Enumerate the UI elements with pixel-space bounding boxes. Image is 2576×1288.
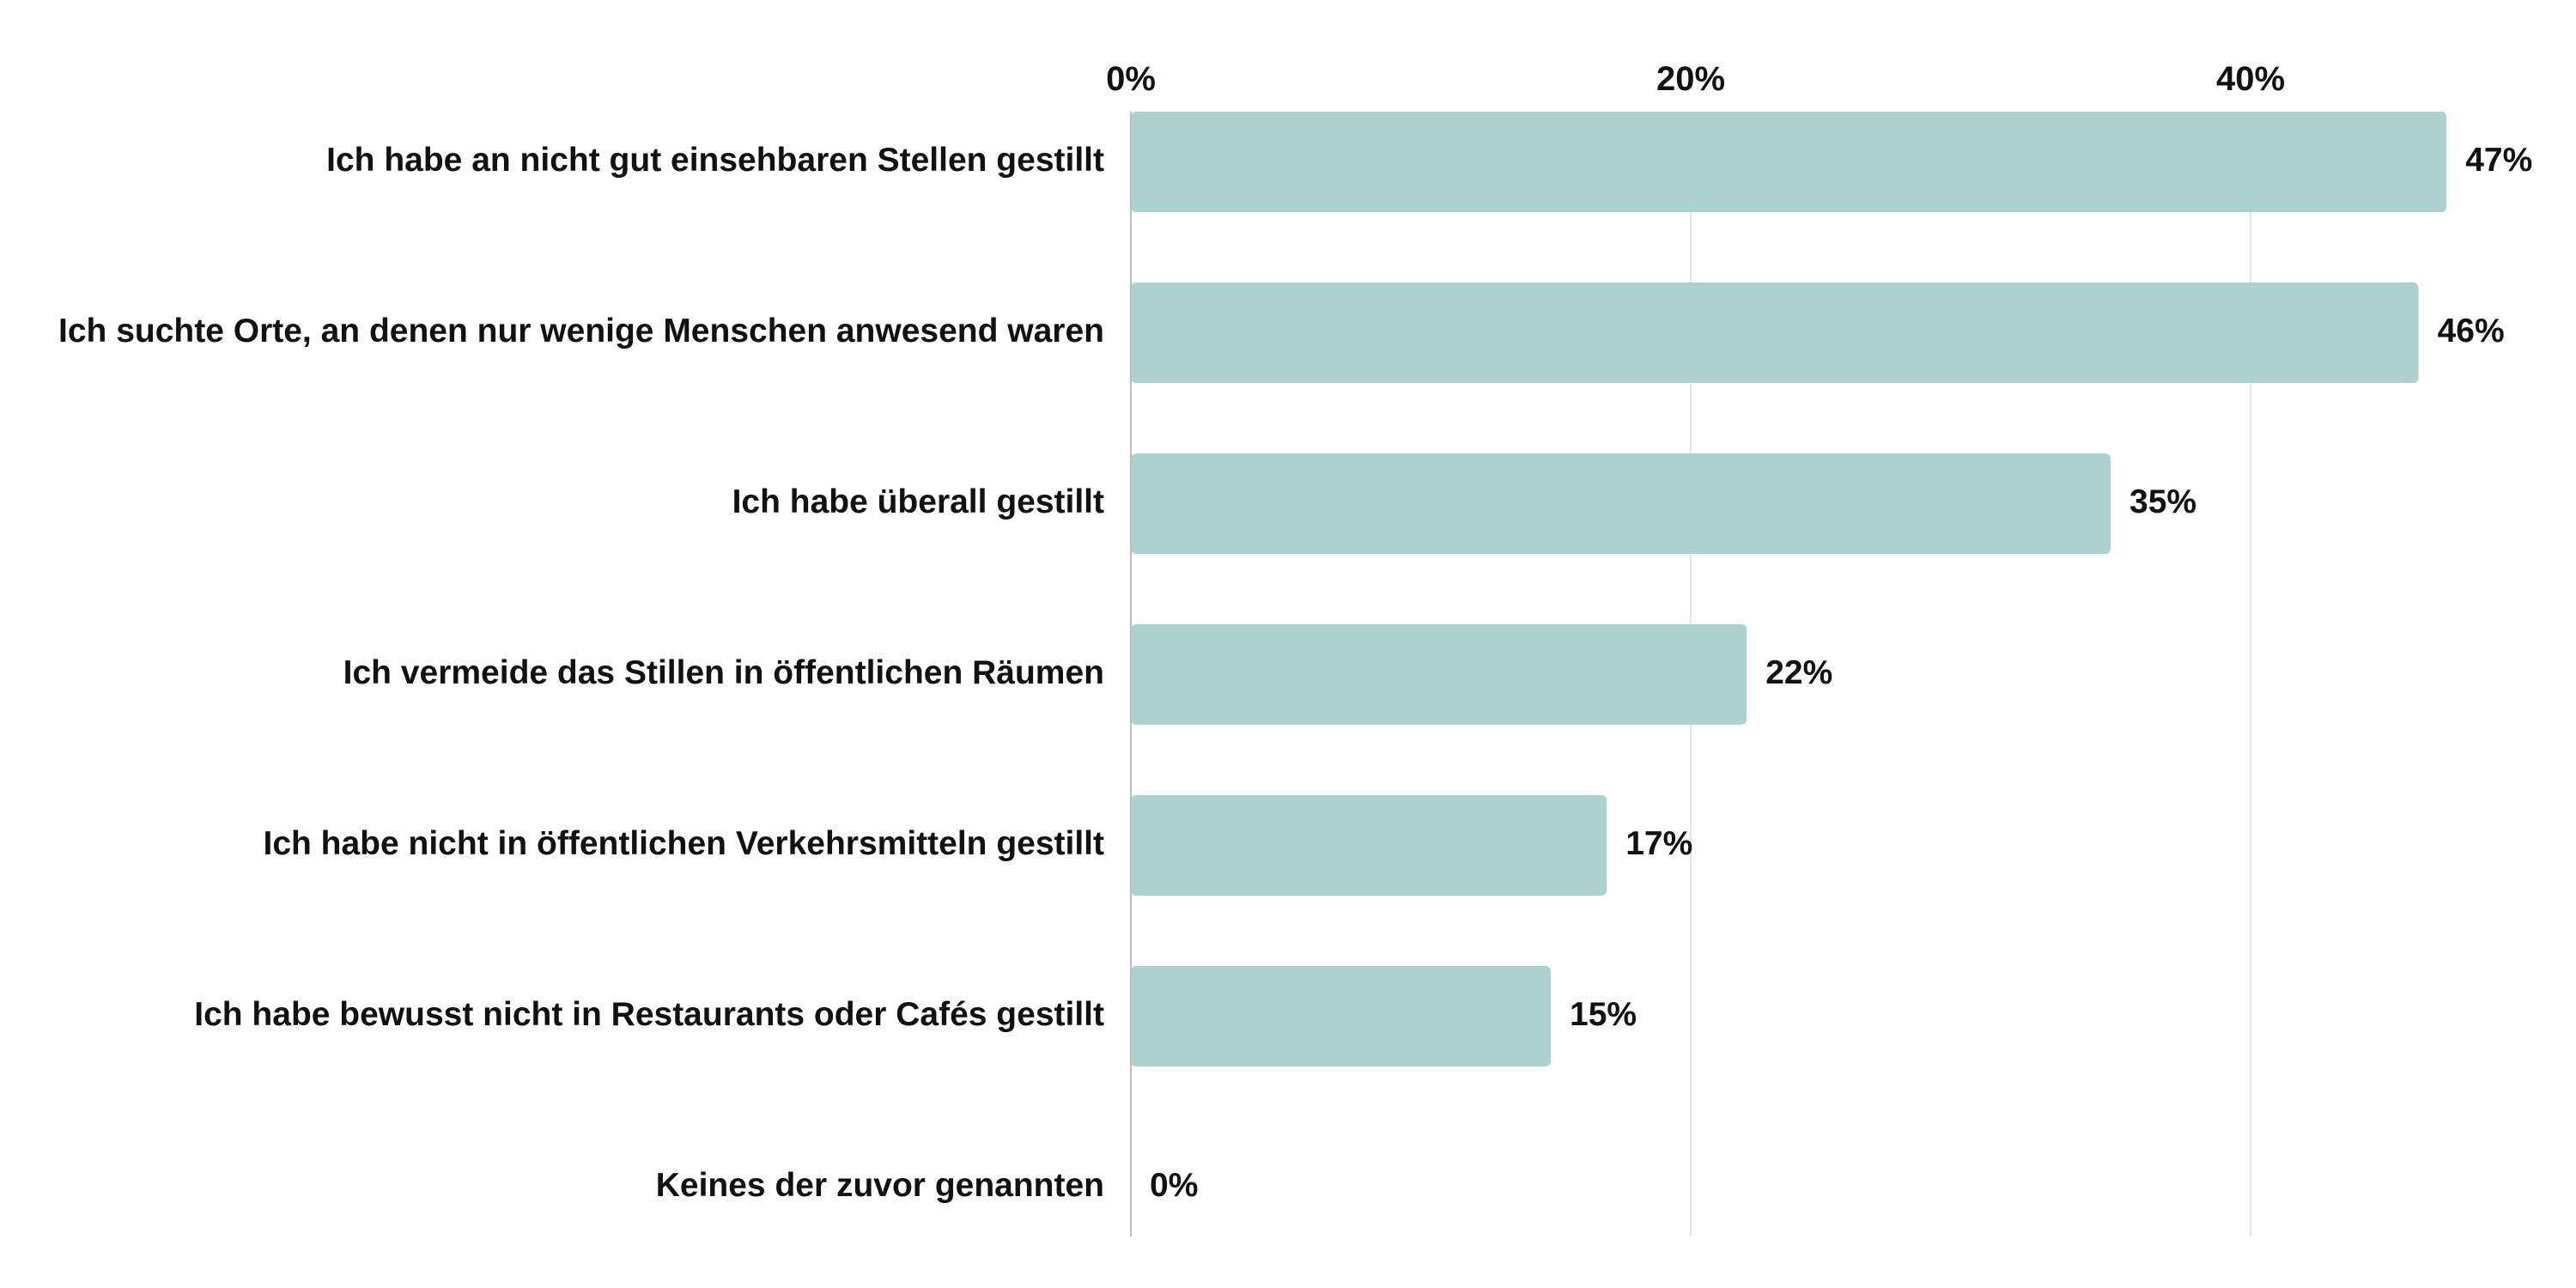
value-label: 15% — [1570, 996, 1637, 1033]
bar — [1131, 624, 1747, 725]
bar — [1131, 966, 1551, 1066]
category-label: Ich habe nicht in öffentlichen Verkehrsm… — [263, 825, 1104, 862]
value-label: 17% — [1625, 825, 1692, 862]
bar — [1131, 795, 1607, 896]
bar — [1131, 112, 2447, 212]
category-label: Ich vermeide das Stillen in öffentlichen… — [343, 654, 1104, 691]
category-label: Keines der zuvor genannten — [656, 1167, 1104, 1204]
category-label: Ich habe bewusst nicht in Restaurants od… — [194, 996, 1104, 1033]
value-label: 46% — [2438, 313, 2505, 349]
bars — [1131, 112, 2447, 1066]
value-labels: 47% 46% 35% 22% 17% 15% 0% — [1150, 142, 2532, 1204]
value-label: 35% — [2129, 483, 2196, 520]
bar — [1131, 283, 2419, 383]
bar — [1131, 453, 2111, 554]
category-label: Ich habe an nicht gut einsehbaren Stelle… — [326, 142, 1104, 179]
x-tick-label: 20% — [1656, 60, 1725, 98]
value-label: 22% — [1765, 654, 1832, 691]
value-label: 0% — [1150, 1167, 1198, 1204]
category-labels: Ich habe an nicht gut einsehbaren Stelle… — [58, 142, 1104, 1204]
category-label: Ich habe überall gestillt — [732, 483, 1104, 520]
category-label: Ich suchte Orte, an denen nur wenige Men… — [58, 313, 1104, 349]
x-axis-ticks: 0% 20% 40% — [1106, 60, 2285, 98]
x-tick-label: 40% — [2216, 60, 2285, 98]
x-tick-label: 0% — [1106, 60, 1156, 98]
value-label: 47% — [2465, 142, 2532, 179]
